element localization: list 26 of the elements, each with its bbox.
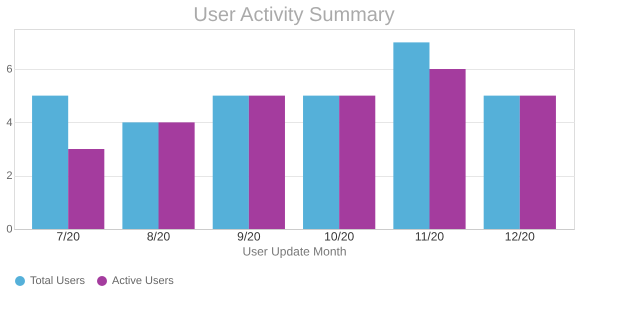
bar	[68, 149, 104, 229]
x-tick-label: 8/20	[146, 230, 171, 244]
legend-label: Active Users	[112, 275, 174, 287]
chart-title: User Activity Summary	[193, 4, 395, 26]
legend-label: Total Users	[30, 275, 86, 287]
bar	[393, 42, 430, 229]
x-tick-label: 9/20	[237, 230, 261, 244]
x-tick-label: 11/20	[414, 230, 444, 244]
bar	[248, 96, 285, 229]
bar	[212, 96, 249, 229]
bar	[484, 96, 520, 229]
bar	[339, 96, 376, 229]
x-tick-label: 7/20	[56, 230, 80, 244]
x-axis-title: User Update Month	[242, 244, 347, 258]
bar	[32, 96, 68, 229]
bar	[429, 69, 466, 229]
bar	[520, 96, 556, 229]
y-tick-label: 6	[6, 64, 12, 76]
x-tick-label: 12/20	[504, 230, 536, 244]
bar	[158, 122, 195, 229]
y-tick-label: 2	[6, 170, 12, 182]
x-tick-label: 10/20	[324, 230, 354, 244]
y-tick-label: 0	[6, 224, 12, 236]
bar	[122, 122, 159, 229]
y-tick-label: 4	[6, 116, 12, 129]
bar	[303, 96, 340, 229]
